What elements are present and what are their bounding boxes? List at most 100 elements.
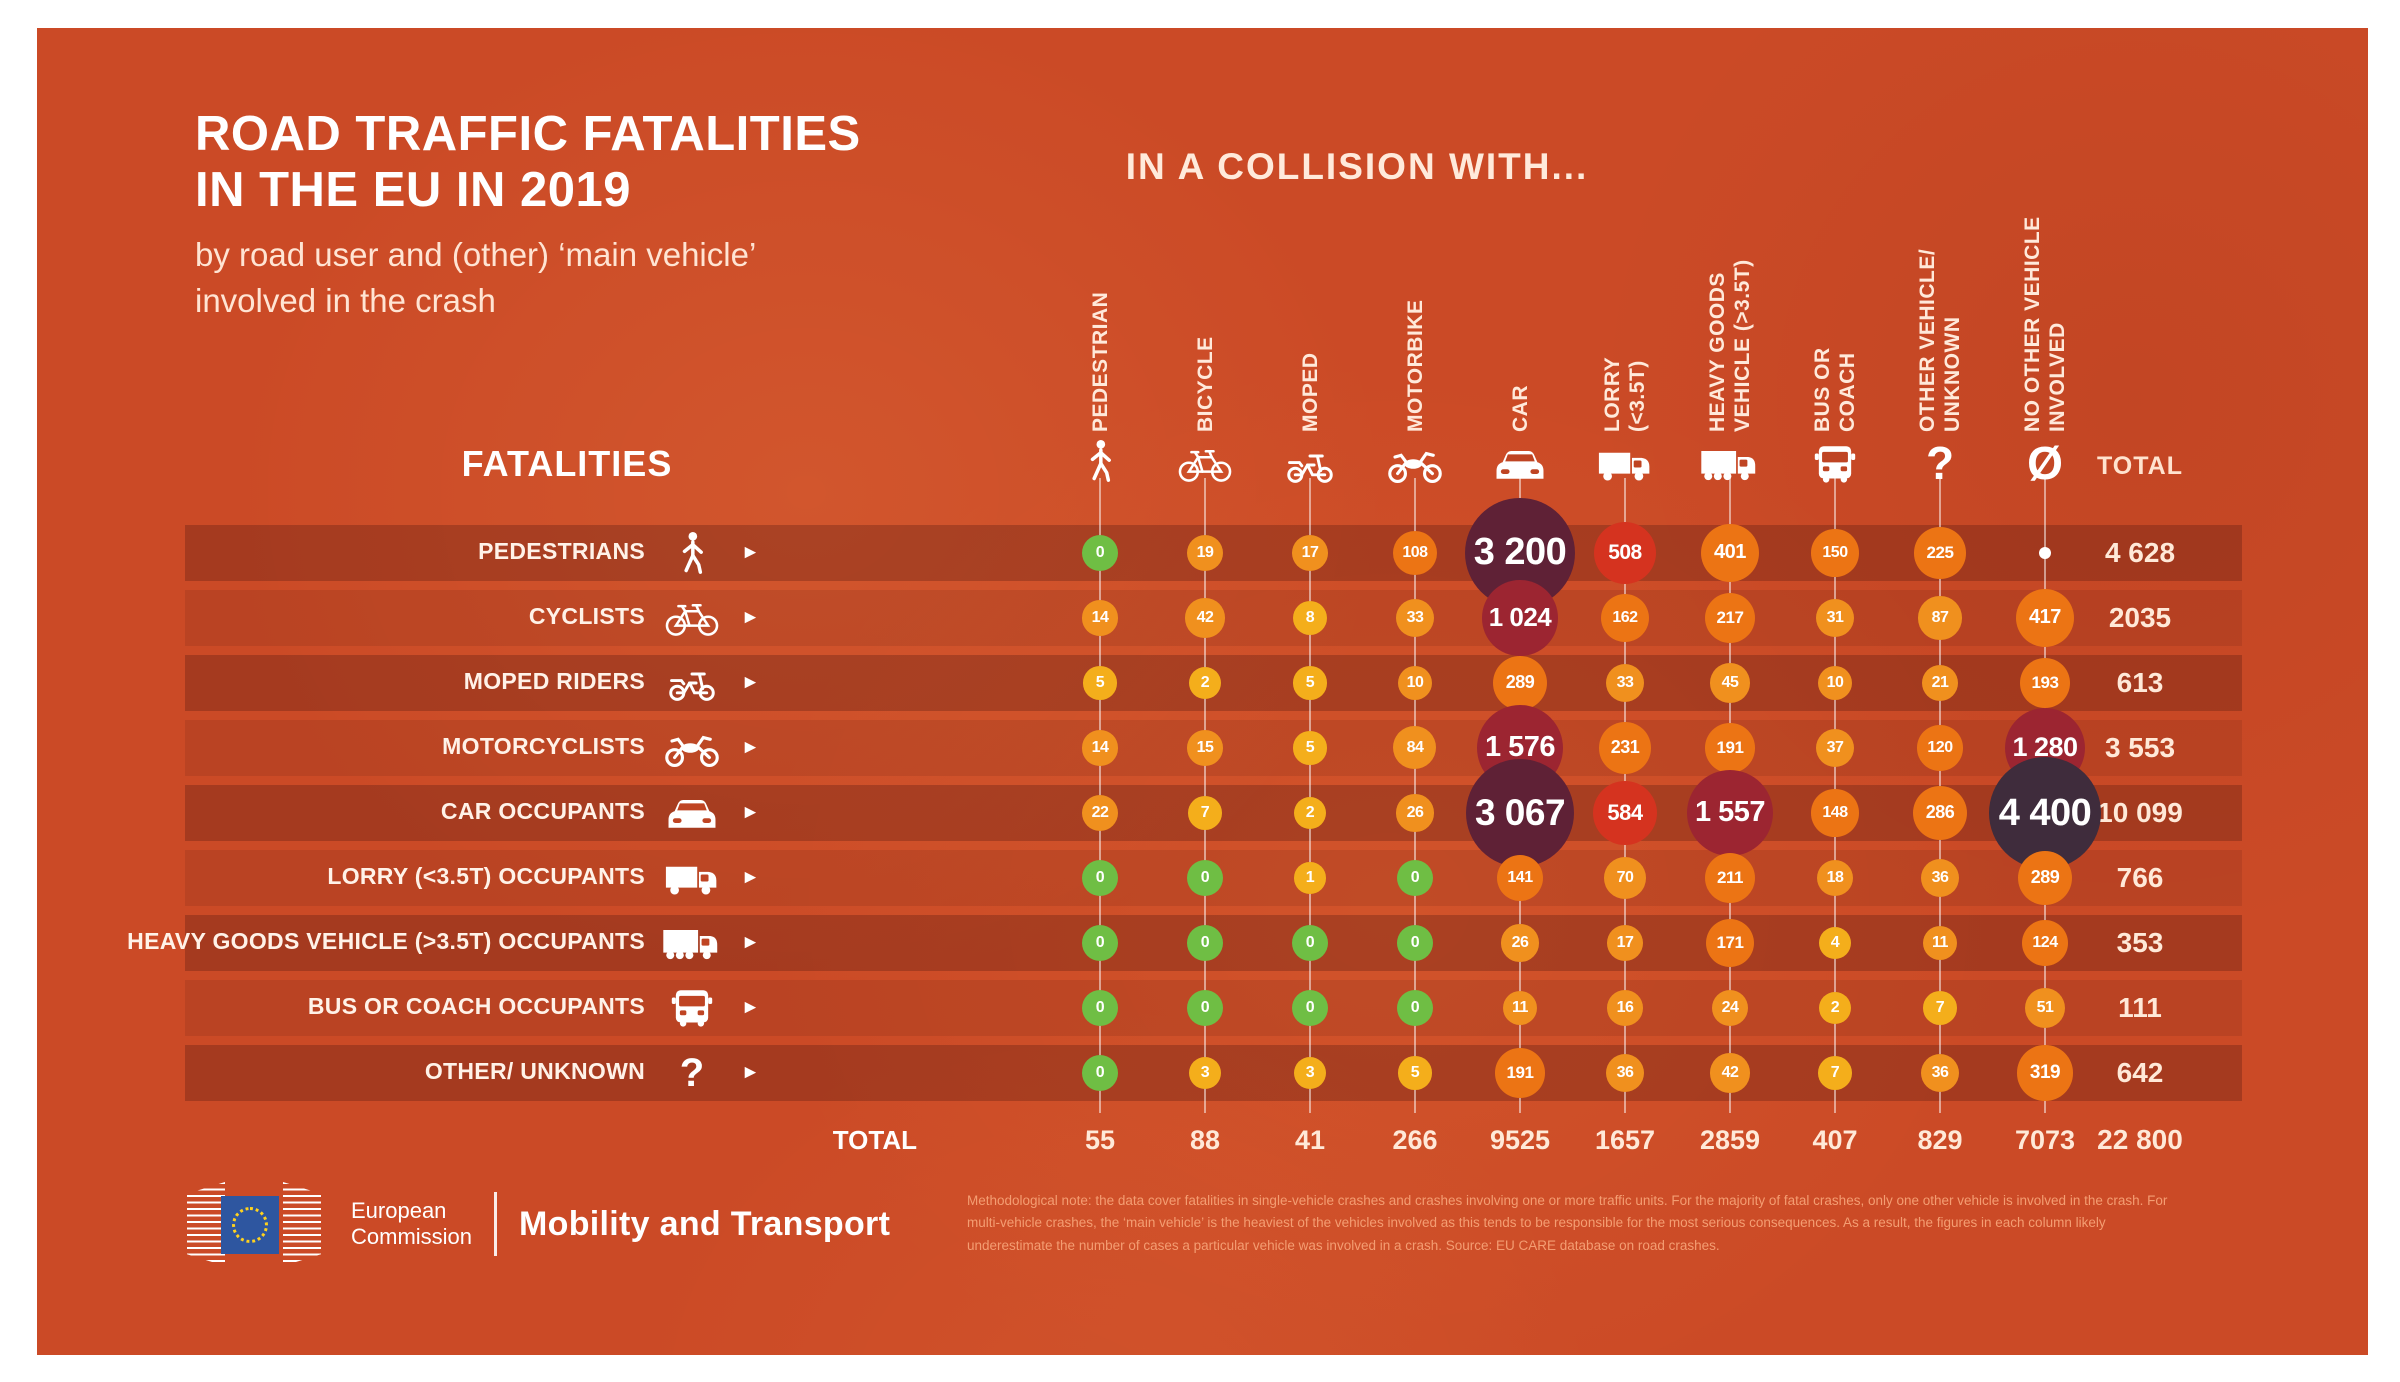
eu-flag-icon: [221, 1196, 279, 1254]
value-bubble: 3: [1293, 1056, 1327, 1090]
column-header-label: NO OTHER VEHICLE INVOLVED: [2021, 216, 2069, 432]
value-bubble: 33: [1395, 598, 1435, 638]
value-bubble: 33: [1605, 663, 1645, 703]
value-bubble: 22: [1081, 794, 1119, 832]
value-bubble: 17: [1607, 925, 1643, 961]
value-bubble: 14: [1082, 600, 1118, 636]
value-bubble: 0: [1187, 990, 1223, 1026]
row-arrow-icon: ►: [741, 607, 760, 628]
value-bubble: 508: [1593, 521, 1656, 584]
value-bubble: 289: [2017, 850, 2073, 906]
column-connector-line: [1204, 478, 1206, 1113]
ec-logo-hatch-right: [283, 1182, 321, 1266]
value-bubble: 2: [1818, 991, 1851, 1024]
row-arrow-icon: ►: [741, 672, 760, 693]
row-label: OTHER/ UNKNOWN: [424, 1058, 645, 1084]
value-bubble: 0: [1082, 925, 1118, 961]
value-bubble: 16: [1607, 990, 1643, 1026]
row-total-value: 111: [2118, 992, 2162, 1023]
row-label: HEAVY GOODS VEHICLE (>3.5T) OCCUPANTS: [127, 928, 645, 954]
column-header-label: BUS OR COACH: [1811, 347, 1859, 432]
value-bubble: 26: [1396, 794, 1434, 832]
mobility-transport-label: Mobility and Transport: [519, 1204, 891, 1243]
value-bubble: 36: [1605, 1053, 1645, 1093]
column-header-label: LORRY (<3.5T): [1601, 356, 1649, 432]
row-total-value: 4 628: [2104, 537, 2176, 568]
value-bubble: 231: [1599, 722, 1651, 774]
value-bubble: 7: [1923, 991, 1957, 1025]
fatalities-matrix: PEDESTRIAN BICYCLE MOPED MOTORBIKE CAR LORRY(…: [37, 28, 2368, 1355]
value-bubble: 45: [1710, 663, 1750, 703]
page-subtitle: by road user and (other) ‘main vehicle’ …: [195, 232, 861, 324]
value-bubble: 11: [1922, 925, 1958, 961]
european-commission-logo: European Commission Mobility and Transpo…: [187, 1176, 890, 1272]
pedestrian-icon: [658, 529, 726, 577]
row-label: BUS OR COACH OCCUPANTS: [307, 993, 645, 1019]
column-total-value: 2859: [1699, 1125, 1761, 1155]
row-label: MOTORCYCLISTS: [442, 733, 645, 759]
value-bubble: 10: [1397, 665, 1433, 701]
motorbike-icon: [658, 724, 726, 772]
value-bubble: 26: [1501, 924, 1539, 962]
value-bubble: 401: [1700, 523, 1760, 583]
row-total-value: 3 553: [2104, 732, 2176, 763]
value-bubble: 191: [1495, 1048, 1545, 1098]
value-bubble: 36: [1920, 858, 1960, 898]
value-bubble: 217: [1704, 592, 1756, 644]
value-bubble: 148: [1811, 789, 1859, 837]
row-total-value: 766: [2116, 862, 2164, 893]
column-total-value: 41: [1294, 1125, 1326, 1155]
value-bubble: 0: [1187, 925, 1223, 961]
value-bubble: 191: [1705, 723, 1755, 773]
value-bubble: 171: [1705, 918, 1755, 968]
value-bubble: 37: [1815, 728, 1855, 768]
fatalities-heading: FATALITIES: [461, 443, 673, 484]
motorbike-icon: [1381, 432, 1449, 484]
lorry-icon: [658, 854, 726, 902]
car-icon: [658, 789, 726, 837]
column-header-label: MOPED: [1298, 352, 1322, 432]
row-total-value: 613: [2116, 667, 2164, 698]
value-bubble: 0: [1082, 1055, 1118, 1091]
row-arrow-icon: ►: [741, 867, 760, 888]
value-bubble: 0: [1082, 990, 1118, 1026]
row-label: LORRY (<3.5T) OCCUPANTS: [327, 863, 645, 889]
value-bubble: 14: [1082, 730, 1118, 766]
value-bubble: 5: [1293, 666, 1327, 700]
total-column-header: TOTAL: [2096, 452, 2183, 480]
hgv-icon: [658, 919, 726, 967]
row-arrow-icon: ►: [741, 542, 760, 563]
value-bubble: 3 067: [1465, 758, 1575, 868]
infographic-board: ROAD TRAFFIC FATALITIES IN THE EU IN 201…: [37, 28, 2368, 1355]
value-bubble: 2: [1188, 666, 1221, 699]
bicycle-icon: [658, 594, 726, 642]
value-bubble: 5: [1083, 666, 1117, 700]
value-bubble: 4 400: [1989, 757, 2101, 869]
page-title-line2: IN THE EU IN 2019: [195, 163, 632, 217]
value-bubble: 162: [1600, 593, 1650, 643]
column-total-value: 1657: [1594, 1125, 1656, 1155]
column-total-value: 9525: [1489, 1125, 1551, 1155]
question-icon: ?: [679, 1051, 705, 1095]
bus-icon: [1801, 432, 1869, 484]
value-bubble: 319: [2017, 1045, 2073, 1101]
moped-icon: [658, 659, 726, 707]
value-bubble: 417: [2015, 588, 2075, 648]
column-total-value: 829: [1917, 1125, 1963, 1155]
column-total-value: 7073: [2014, 1125, 2076, 1155]
value-bubble: 7: [1188, 796, 1222, 830]
column-total-value: 407: [1812, 1125, 1858, 1155]
question-icon: ?: [1925, 436, 1955, 489]
ec-logo-text-line2: Commission: [351, 1224, 473, 1249]
column-connector-line: [1309, 478, 1311, 1113]
value-bubble: 17: [1292, 535, 1328, 571]
ec-logo-graphic: [187, 1176, 337, 1272]
column-header-label: PEDESTRIAN: [1088, 291, 1112, 432]
value-bubble: 289: [1492, 655, 1548, 711]
empty-cell-dot: [2039, 547, 2051, 559]
value-bubble: 10: [1817, 665, 1853, 701]
value-bubble: 5: [1293, 731, 1327, 765]
total-row-label: TOTAL: [832, 1125, 917, 1155]
value-bubble: 51: [2024, 987, 2066, 1029]
